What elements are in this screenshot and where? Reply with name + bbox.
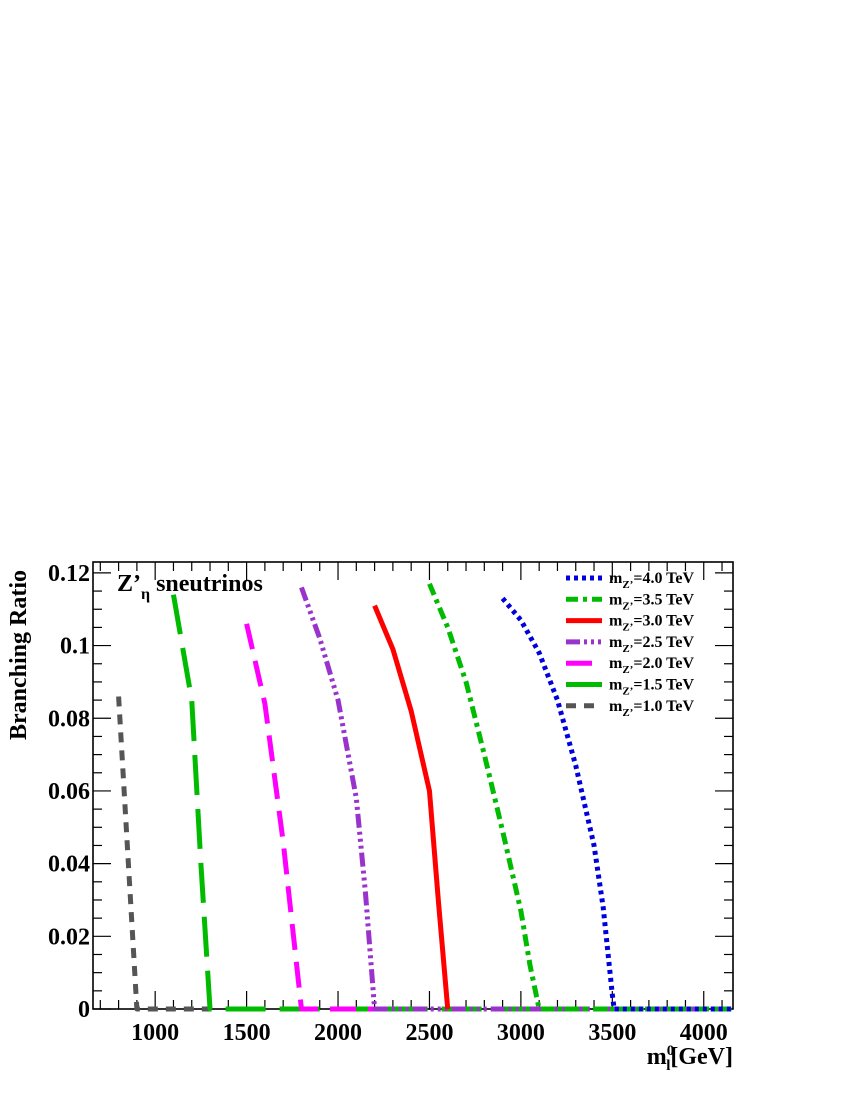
legend-label: mZ’=4.0 TeV [609,570,694,591]
y-tick-label: 0.06 [48,779,90,805]
series-line [500,596,732,1012]
x-tick-label: 2500 [405,1020,453,1046]
legend-label: mZ’=3.5 TeV [609,591,694,612]
series-lines [116,582,732,1012]
annotation-sub: η [141,586,150,603]
y-tick-label: 0.04 [48,852,90,878]
x-tick-label: 3000 [497,1020,545,1046]
x-tick-label: 2000 [314,1020,362,1046]
y-axis-title: Branching Ratio [6,570,32,740]
series-line [116,696,211,1012]
y-tick-label: 0 [78,997,90,1023]
series-line [427,582,732,1012]
x-axis-title-sup: 0 [667,1043,675,1059]
legend-label: mZ’=2.5 TeV [609,634,694,655]
legend-label: mZ’=3.0 TeV [609,613,694,634]
x-axis-title-unit: [GeV] [670,1044,733,1070]
y-tick-label: 0.02 [48,924,90,950]
x-tick-labels: 1000 1500 2000 2500 3000 3500 4000 [131,1020,728,1046]
y-tick-label: 0.08 [48,706,90,732]
x-axis-title: m0 l[GeV] [647,1043,733,1074]
chart-annotation: Z’η sneutrinos [117,571,263,603]
plot-frame [92,561,734,1010]
series-line [170,594,732,1012]
annotation-main: Z’ [117,571,141,597]
x-tick-label: 1500 [223,1020,271,1046]
x-tick-label: 3500 [588,1020,636,1046]
x-tick-label: 1000 [131,1020,179,1046]
x-axis-title-main: m [647,1044,667,1070]
series-line [244,623,375,1012]
x-tick-label: 4000 [680,1020,728,1046]
y-tick-label: 0.1 [60,634,90,660]
legend-label: mZ’=2.0 TeV [609,655,694,676]
y-tick-labels: 0 0.02 0.04 0.06 0.08 0.1 0.12 [48,561,90,1023]
annotation-suffix: sneutrinos [150,571,263,597]
legend-label: mZ’=1.5 TeV [609,677,694,698]
x-axis-title-sub: l [666,1058,670,1074]
legend-label: mZ’=1.0 TeV [609,698,694,719]
series-line [299,586,732,1012]
series-line [372,604,451,1010]
y-tick-label: 0.12 [48,561,90,587]
